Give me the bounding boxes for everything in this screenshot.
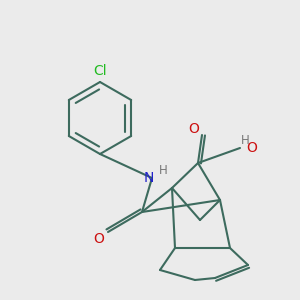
Text: O: O bbox=[94, 232, 104, 246]
Text: N: N bbox=[144, 171, 154, 185]
Text: Cl: Cl bbox=[93, 64, 107, 78]
Text: H: H bbox=[241, 134, 249, 146]
Text: O: O bbox=[247, 141, 257, 155]
Text: O: O bbox=[189, 122, 200, 136]
Text: H: H bbox=[159, 164, 167, 178]
